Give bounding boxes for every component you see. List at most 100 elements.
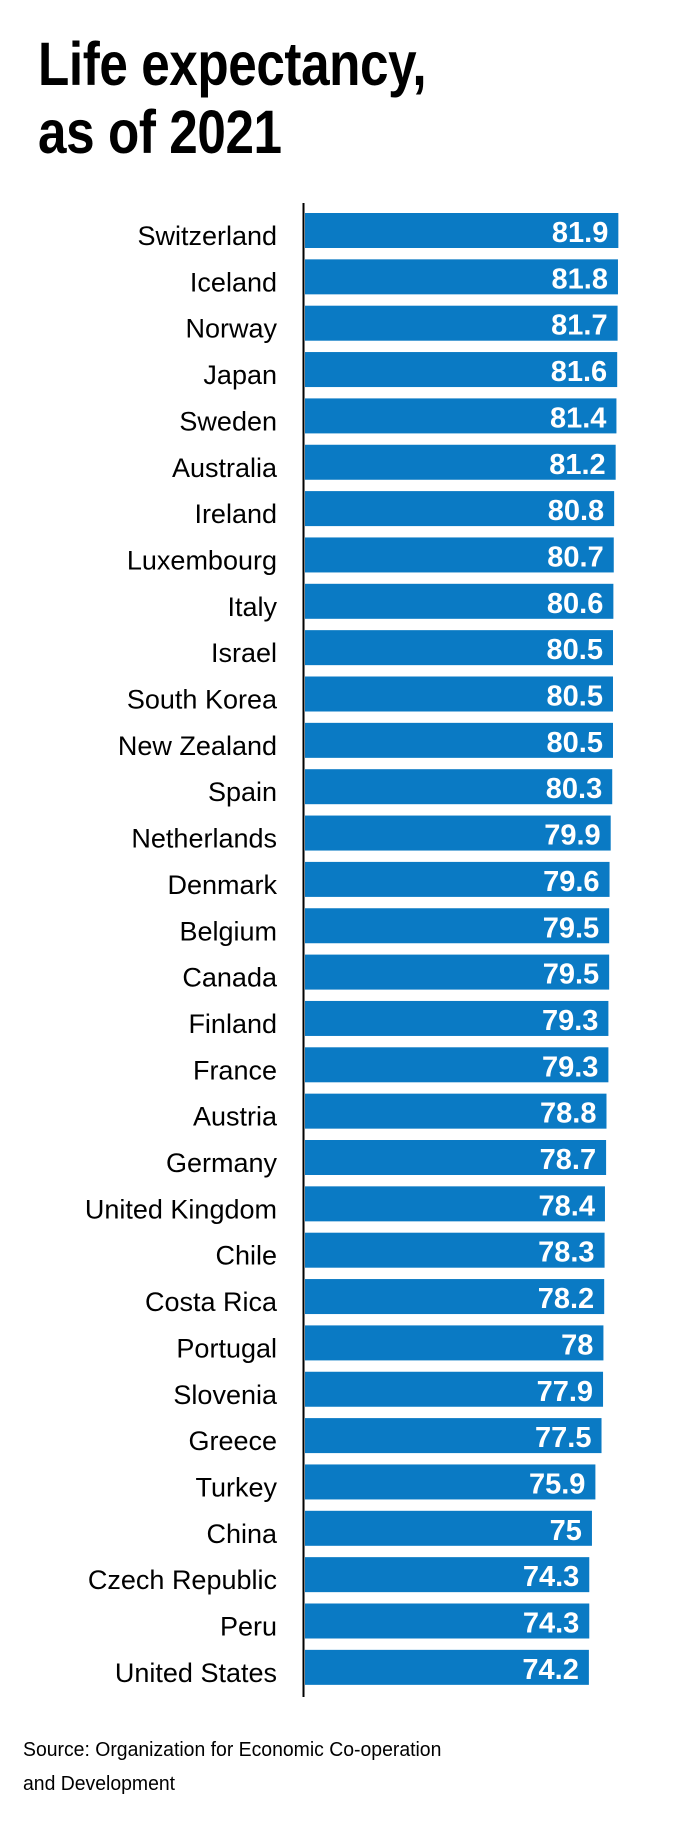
bar: [305, 1000, 609, 1036]
value-label: 75.9: [529, 1468, 585, 1500]
bar: [305, 1093, 607, 1129]
bar: [305, 305, 618, 341]
value-label: 81.4: [550, 402, 606, 434]
bar: [305, 1510, 592, 1546]
category-label: Switzerland: [137, 221, 277, 251]
category-label: Australia: [172, 453, 278, 483]
bar-chart: Switzerland 81.9 Iceland 81.8 Norway 81.7 Japa…: [85, 203, 619, 1697]
bar: [305, 1464, 596, 1500]
category-label: Netherlands: [131, 824, 277, 854]
value-label: 79.3: [542, 1005, 598, 1037]
bar: [305, 1232, 605, 1268]
value-label: 79.3: [542, 1051, 598, 1083]
bar-row: Costa Rica 78.2: [145, 1279, 605, 1317]
value-label: 78: [561, 1329, 593, 1361]
bar-row: Australia 81.2: [172, 444, 616, 483]
value-label: 81.7: [551, 310, 607, 342]
chart-title: Life expectancy, as of 2021: [38, 30, 427, 166]
category-label: Czech Republic: [88, 1565, 277, 1595]
category-label: Norway: [185, 314, 277, 344]
bar-row: Turkey 75.9: [195, 1464, 596, 1502]
value-label: 81.2: [549, 449, 605, 481]
category-label: Costa Rica: [145, 1287, 278, 1317]
category-label: France: [193, 1055, 277, 1085]
value-label: 78.7: [540, 1144, 596, 1176]
bar-row: Chile 78.3: [215, 1232, 605, 1271]
value-label: 77.9: [537, 1376, 593, 1408]
bar-row: France 79.3: [193, 1047, 609, 1085]
bar-row: Switzerland 81.9: [137, 213, 619, 251]
category-label: Spain: [208, 777, 277, 807]
bar-row: Germany 78.7: [166, 1140, 607, 1178]
value-label: 79.9: [544, 820, 600, 852]
category-label: Finland: [188, 1009, 277, 1039]
bar: [305, 815, 611, 851]
value-label: 78.4: [539, 1190, 595, 1222]
bar: [305, 1557, 590, 1593]
chart-title-line-2: as of 2021: [38, 98, 282, 166]
value-label: 80.6: [547, 588, 603, 620]
bar: [305, 1140, 607, 1175]
bar: [305, 398, 617, 434]
bar: [305, 1649, 589, 1685]
bar-row: United Kingdom 78.4: [85, 1186, 605, 1224]
category-label: Portugal: [176, 1333, 277, 1363]
value-label: 79.5: [543, 912, 599, 944]
bar: [305, 1279, 605, 1315]
value-label: 77.5: [535, 1422, 591, 1454]
category-label: Chile: [215, 1241, 277, 1271]
bar: [305, 954, 610, 990]
bar: [305, 1186, 605, 1222]
bar-row: Austria 78.8: [193, 1093, 607, 1132]
bar: [305, 908, 610, 944]
bar-row: Belgium 79.5: [179, 908, 610, 946]
category-label: Iceland: [190, 267, 277, 297]
value-label: 80.5: [547, 681, 603, 713]
bar-row: Czech Republic 74.3: [88, 1557, 590, 1595]
value-label: 74.2: [522, 1654, 578, 1686]
category-label: Canada: [182, 963, 278, 993]
category-label: Peru: [220, 1612, 277, 1642]
value-label: 81.8: [552, 263, 608, 295]
bar-row: Norway 81.7: [185, 305, 618, 344]
bar: [305, 444, 616, 480]
source-note: Source: Organization for Economic Co-ope…: [23, 1733, 644, 1801]
category-label: United Kingdom: [85, 1194, 277, 1224]
category-label: Sweden: [179, 406, 277, 436]
bar-row: Canada 79.5: [182, 954, 610, 993]
bar-row: China 75: [206, 1510, 592, 1549]
bar-row: Israel 80.5: [211, 630, 613, 668]
bar-row: New Zealand 80.5: [118, 722, 613, 761]
category-label: China: [206, 1519, 278, 1549]
category-label: Greece: [188, 1426, 277, 1456]
bar: [305, 1325, 604, 1361]
bar: [305, 352, 618, 388]
category-label: Italy: [227, 592, 277, 622]
bar-row: Slovenia 77.9: [173, 1371, 604, 1410]
bar: [305, 769, 613, 805]
bar: [305, 1418, 602, 1454]
category-label: Germany: [166, 1148, 278, 1178]
category-label: Slovenia: [173, 1380, 278, 1410]
category-label: Luxembourg: [127, 545, 277, 575]
bar: [305, 676, 613, 712]
bar-row: Netherlands 79.9: [131, 815, 611, 854]
bar: [305, 722, 613, 758]
value-label: 80.7: [547, 541, 603, 573]
category-label: Turkey: [195, 1472, 277, 1502]
bar: [305, 861, 610, 897]
bar: [305, 583, 614, 619]
bar-row: Denmark 79.6: [167, 861, 610, 900]
bar: [305, 537, 614, 573]
category-label: Austria: [193, 1102, 278, 1132]
bar-row: Sweden 81.4: [179, 398, 617, 436]
bar-row: Japan 81.6: [203, 352, 618, 390]
value-label: 78.8: [540, 1098, 596, 1130]
category-label: United States: [115, 1658, 277, 1688]
bar-row: Finland 79.3: [188, 1000, 609, 1039]
bar: [305, 1603, 590, 1639]
bar: [305, 491, 615, 527]
value-label: 78.2: [538, 1283, 594, 1315]
bar: [305, 630, 613, 666]
value-label: 79.5: [543, 959, 599, 991]
